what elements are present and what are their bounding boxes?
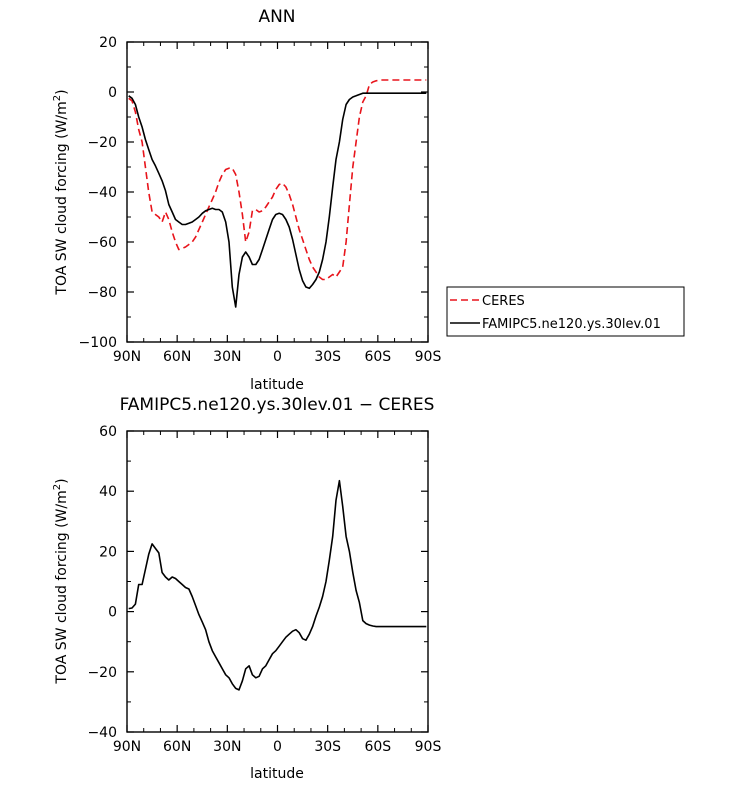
top-y-tick-label: 0 (108, 85, 117, 101)
top-y-axis-label-sup: 2 (52, 95, 63, 101)
top-y-tick-label: −80 (87, 285, 117, 301)
top-x-tick-label: 90S (415, 349, 442, 365)
top-x-tick-label: 30S (314, 349, 341, 365)
bottom-x-tick-label: 0 (273, 739, 282, 755)
bottom-x-tick-label: 60N (163, 739, 191, 755)
legend-label-model: FAMIPC5.ne120.ys.30lev.01 (482, 317, 661, 332)
top-x-tick-label: 0 (273, 349, 282, 365)
top-series-ceres-line (128, 79, 427, 281)
top-x-tick-label: 30N (213, 349, 241, 365)
bottom-axis-ticks: 90N 60N 30N 0 30S 60S 90S 60 40 20 0 −20 −40 (87, 424, 441, 755)
top-series-famipc5-ne120-ys-30lev-01-line (128, 92, 427, 308)
bottom-x-axis-label: latitude (250, 766, 304, 782)
bottom-y-tick-label: −40 (87, 725, 117, 741)
top-plot-frame (126, 41, 429, 343)
bottom-panel: FAMIPC5.ne120.ys.30lev.01 − CERES 90N 60N… (52, 395, 441, 782)
top-series-lines (128, 79, 427, 308)
top-y-axis-label: TOA SW cloud forcing (W/m2) (52, 89, 70, 295)
top-x-tick-label: 60N (163, 349, 191, 365)
bottom-chart-title: FAMIPC5.ne120.ys.30lev.01 − CERES (120, 395, 435, 415)
bottom-y-tick-label: 60 (99, 424, 117, 440)
bottom-y-tick-label: 0 (108, 605, 117, 621)
bottom-series-lines (128, 479, 427, 691)
bottom-x-tick-label: 90N (113, 739, 141, 755)
bottom-plot-frame (126, 430, 429, 733)
top-y-tick-label: −100 (79, 335, 117, 351)
legend-label-ceres: CERES (482, 294, 525, 309)
top-axis-ticks: 90N 60N 30N 0 30S 60S 90S 20 0 −20 −40 −60 −80 −100 (79, 35, 442, 365)
top-y-tick-label: −60 (87, 235, 117, 251)
top-y-axis-label-tail: ) (54, 89, 70, 94)
top-panel: ANN 90N 60N 30N 0 30S 60S 90S 20 0 −20 −40 −60 −80 −1… (52, 7, 685, 393)
bottom-x-tick-label: 30N (213, 739, 241, 755)
legend-box (446, 286, 685, 337)
top-y-axis-label-main: TOA SW cloud forcing (W/m (54, 101, 70, 295)
bottom-y-axis-label-sup: 2 (52, 484, 63, 490)
bottom-y-tick-label: 20 (99, 544, 117, 560)
bottom-x-tick-label: 30S (314, 739, 341, 755)
top-y-tick-label: 20 (99, 35, 117, 51)
top-x-tick-label: 60S (364, 349, 391, 365)
top-chart-title: ANN (258, 7, 295, 27)
bottom-y-axis-label-tail: ) (54, 478, 70, 483)
bottom-y-tick-label: 40 (99, 484, 117, 500)
bottom-y-axis-label-main: TOA SW cloud forcing (W/m (54, 490, 70, 684)
bottom-y-axis-label: TOA SW cloud forcing (W/m2) (52, 478, 70, 684)
top-x-tick-label: 90N (113, 349, 141, 365)
top-y-tick-label: −40 (87, 185, 117, 201)
top-x-axis-label: latitude (250, 377, 304, 393)
top-y-tick-label: −20 (87, 135, 117, 151)
legend: CERES FAMIPC5.ne120.ys.30lev.01 (446, 286, 685, 337)
bottom-x-tick-label: 60S (364, 739, 391, 755)
bottom-x-tick-label: 90S (415, 739, 442, 755)
bottom-y-tick-label: −20 (87, 665, 117, 681)
bottom-series-difference-line (128, 479, 427, 691)
